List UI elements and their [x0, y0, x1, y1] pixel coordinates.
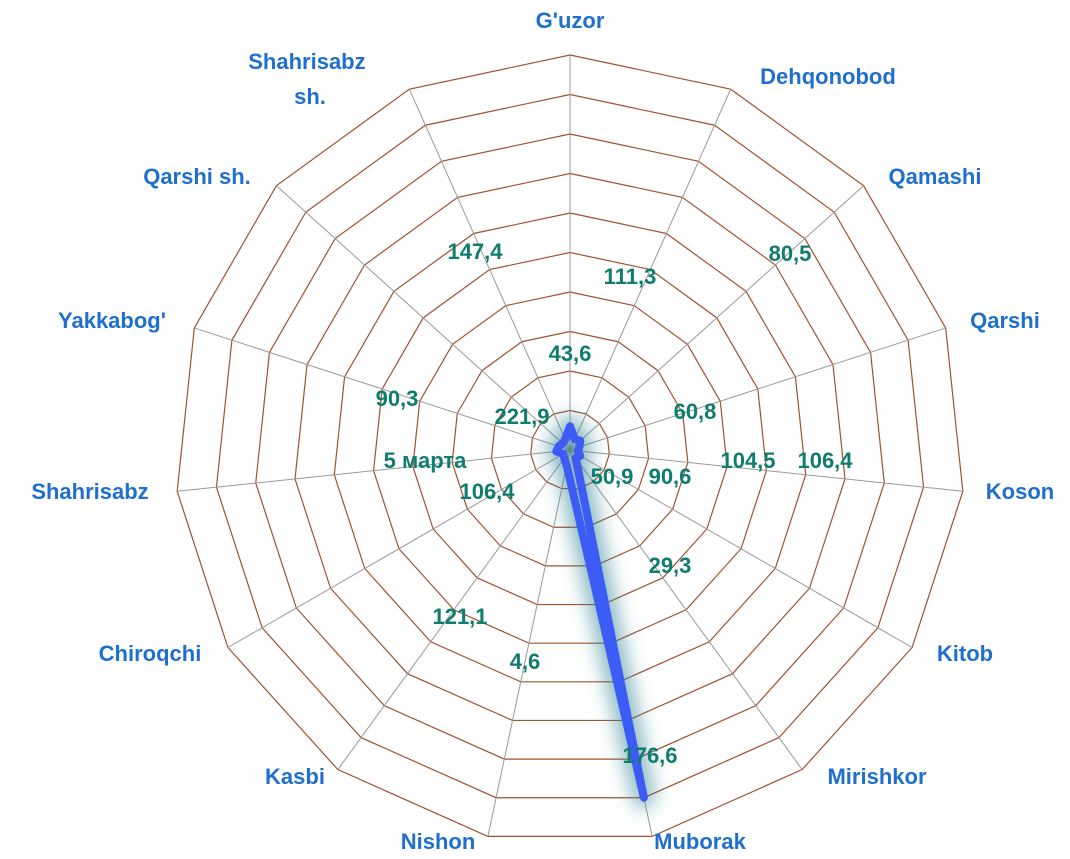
category-label: Dehqonobod [760, 64, 896, 89]
category-label: Nishon [401, 829, 476, 854]
annotation: 5 марта [384, 448, 467, 473]
spoke [337, 449, 571, 770]
spoke [487, 449, 571, 837]
annotation: 147,4 [447, 239, 503, 264]
annotation: 29,3 [649, 553, 692, 578]
plot [545, 415, 655, 809]
spoke [569, 327, 946, 451]
spoke [569, 449, 913, 648]
category-label: Muborak [654, 829, 746, 854]
spoke [569, 185, 864, 451]
grid-ring [333, 212, 807, 683]
series-line [552, 422, 648, 802]
annotation: 176,6 [622, 743, 677, 768]
spoke [569, 449, 803, 770]
category-label: Chiroqchi [99, 641, 202, 666]
category-label: Yakkabog' [58, 308, 166, 333]
annotation: 60,8 [674, 399, 717, 424]
spoke [177, 449, 571, 492]
spoke [194, 327, 571, 451]
spoke [227, 449, 571, 648]
category-label: Kitob [937, 641, 993, 666]
grid-ring [451, 330, 689, 567]
category-label: Kasbi [265, 764, 325, 789]
category-label: Qarshi sh. [143, 164, 251, 189]
spoke [276, 185, 571, 451]
category-label: Koson [986, 479, 1054, 504]
labels: G'uzor Dehqonobod Qamashi Qarshi Koson Kitob M… [31, 8, 1054, 854]
category-label: Shahrisabz sh. [248, 49, 371, 109]
category-label: Qamashi [889, 164, 982, 189]
grid-ring [255, 133, 885, 760]
annotation: 111,3 [604, 264, 657, 289]
grid-ring [294, 172, 846, 722]
annotation: 121,1 [432, 604, 487, 629]
annotation: 106,4 [797, 448, 853, 473]
grid-ring [215, 93, 925, 799]
annotation: 90,6 [649, 464, 692, 489]
category-label: Mirishkor [827, 764, 926, 789]
annotation: 4,6 [510, 649, 541, 674]
grid-ring [372, 251, 768, 644]
annotation: 90,3 [376, 386, 419, 411]
spoke [569, 449, 963, 492]
annotation: 221,9 [494, 404, 549, 429]
annotation: 43,6 [549, 341, 592, 366]
category-label: G'uzor [536, 8, 605, 33]
category-label: Shahrisabz [31, 479, 148, 504]
annotation: 104,5 [720, 448, 775, 473]
annotation: 80,5 [769, 241, 812, 266]
spoke [569, 88, 732, 451]
grid-ring [412, 291, 728, 606]
grid-ring [176, 54, 964, 837]
annotation: 106,4 [459, 479, 515, 504]
spoke [408, 88, 571, 451]
category-label: Qarshi [970, 308, 1040, 333]
annotation: 50,9 [591, 464, 634, 489]
